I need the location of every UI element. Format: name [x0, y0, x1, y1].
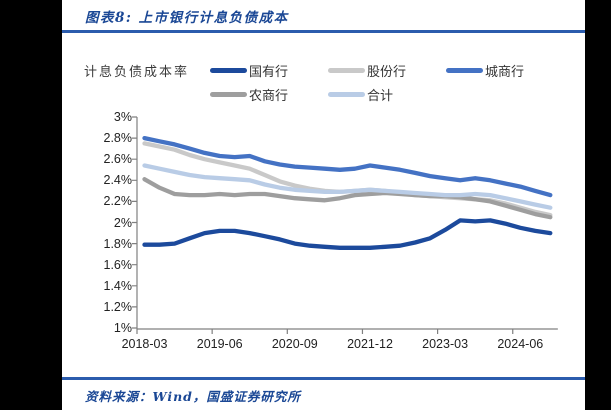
legend-label: 农商行 — [249, 89, 289, 104]
top-divider-rule — [62, 30, 585, 33]
legend-swatch — [210, 68, 247, 73]
legend-swatch — [446, 68, 483, 73]
legend-item-农商行: 农商行 — [210, 86, 328, 104]
series-line-城商行 — [142, 135, 553, 198]
x-tick-label: 2018-03 — [121, 337, 168, 351]
legend-label: 股份行 — [367, 65, 407, 80]
x-tick-label: 2021-12 — [347, 337, 393, 351]
report-figure-card: 图表8: 上市银行计息负债成本 计息负债成本率 国有行 股份行 城商行 农商行 合计 … — [62, 0, 585, 410]
x-tick-label: 2024-06 — [497, 337, 544, 351]
y-tick-label: 2.2% — [103, 194, 133, 209]
chart-legend-row-2: 农商行 合计 — [210, 86, 446, 104]
bottom-divider-rule — [62, 377, 585, 380]
legend-label: 国有行 — [249, 65, 289, 80]
y-tick-label: 1.4% — [103, 278, 133, 293]
x-tick-label: 2019-06 — [196, 337, 243, 351]
legend-item-股份行: 股份行 — [328, 62, 446, 80]
legend-item-国有行: 国有行 — [210, 62, 328, 80]
y-tick-label: 1% — [113, 321, 132, 335]
figure-title: 图表8: 上市银行计息负债成本 — [85, 10, 289, 26]
y-tick-label: 1.2% — [103, 299, 133, 314]
legend-swatch — [210, 92, 247, 97]
line-chart-canvas — [132, 116, 558, 334]
chart-axes — [132, 116, 558, 334]
y-tick-label: 2% — [113, 215, 132, 230]
legend-item-城商行: 城商行 — [446, 62, 564, 80]
legend-label: 合计 — [367, 89, 394, 104]
y-tick-label: 3% — [113, 110, 132, 124]
legend-swatch — [328, 68, 365, 73]
series-line-国有行 — [142, 218, 553, 250]
y-tick-label: 2.8% — [103, 131, 133, 146]
y-tick-label: 1.6% — [103, 257, 133, 272]
y-tick-label: 2.6% — [103, 152, 133, 167]
y-tick-label: 1.8% — [103, 236, 133, 251]
legend-swatch — [328, 92, 365, 97]
series-line-农商行 — [142, 177, 553, 220]
y-axis-title: 计息负债成本率 — [84, 65, 190, 80]
chart-legend-row-1: 国有行 股份行 城商行 — [210, 62, 564, 80]
legend-item-合计: 合计 — [328, 86, 446, 104]
y-tick-label: 2.4% — [103, 173, 133, 188]
legend-label: 城商行 — [485, 65, 525, 80]
x-tick-label: 2023-03 — [422, 337, 469, 351]
x-tick-label: 2020-09 — [271, 337, 318, 351]
source-note: 资料来源：Wind，国盛证券研究所 — [85, 389, 301, 404]
series-line-合计 — [142, 163, 553, 210]
